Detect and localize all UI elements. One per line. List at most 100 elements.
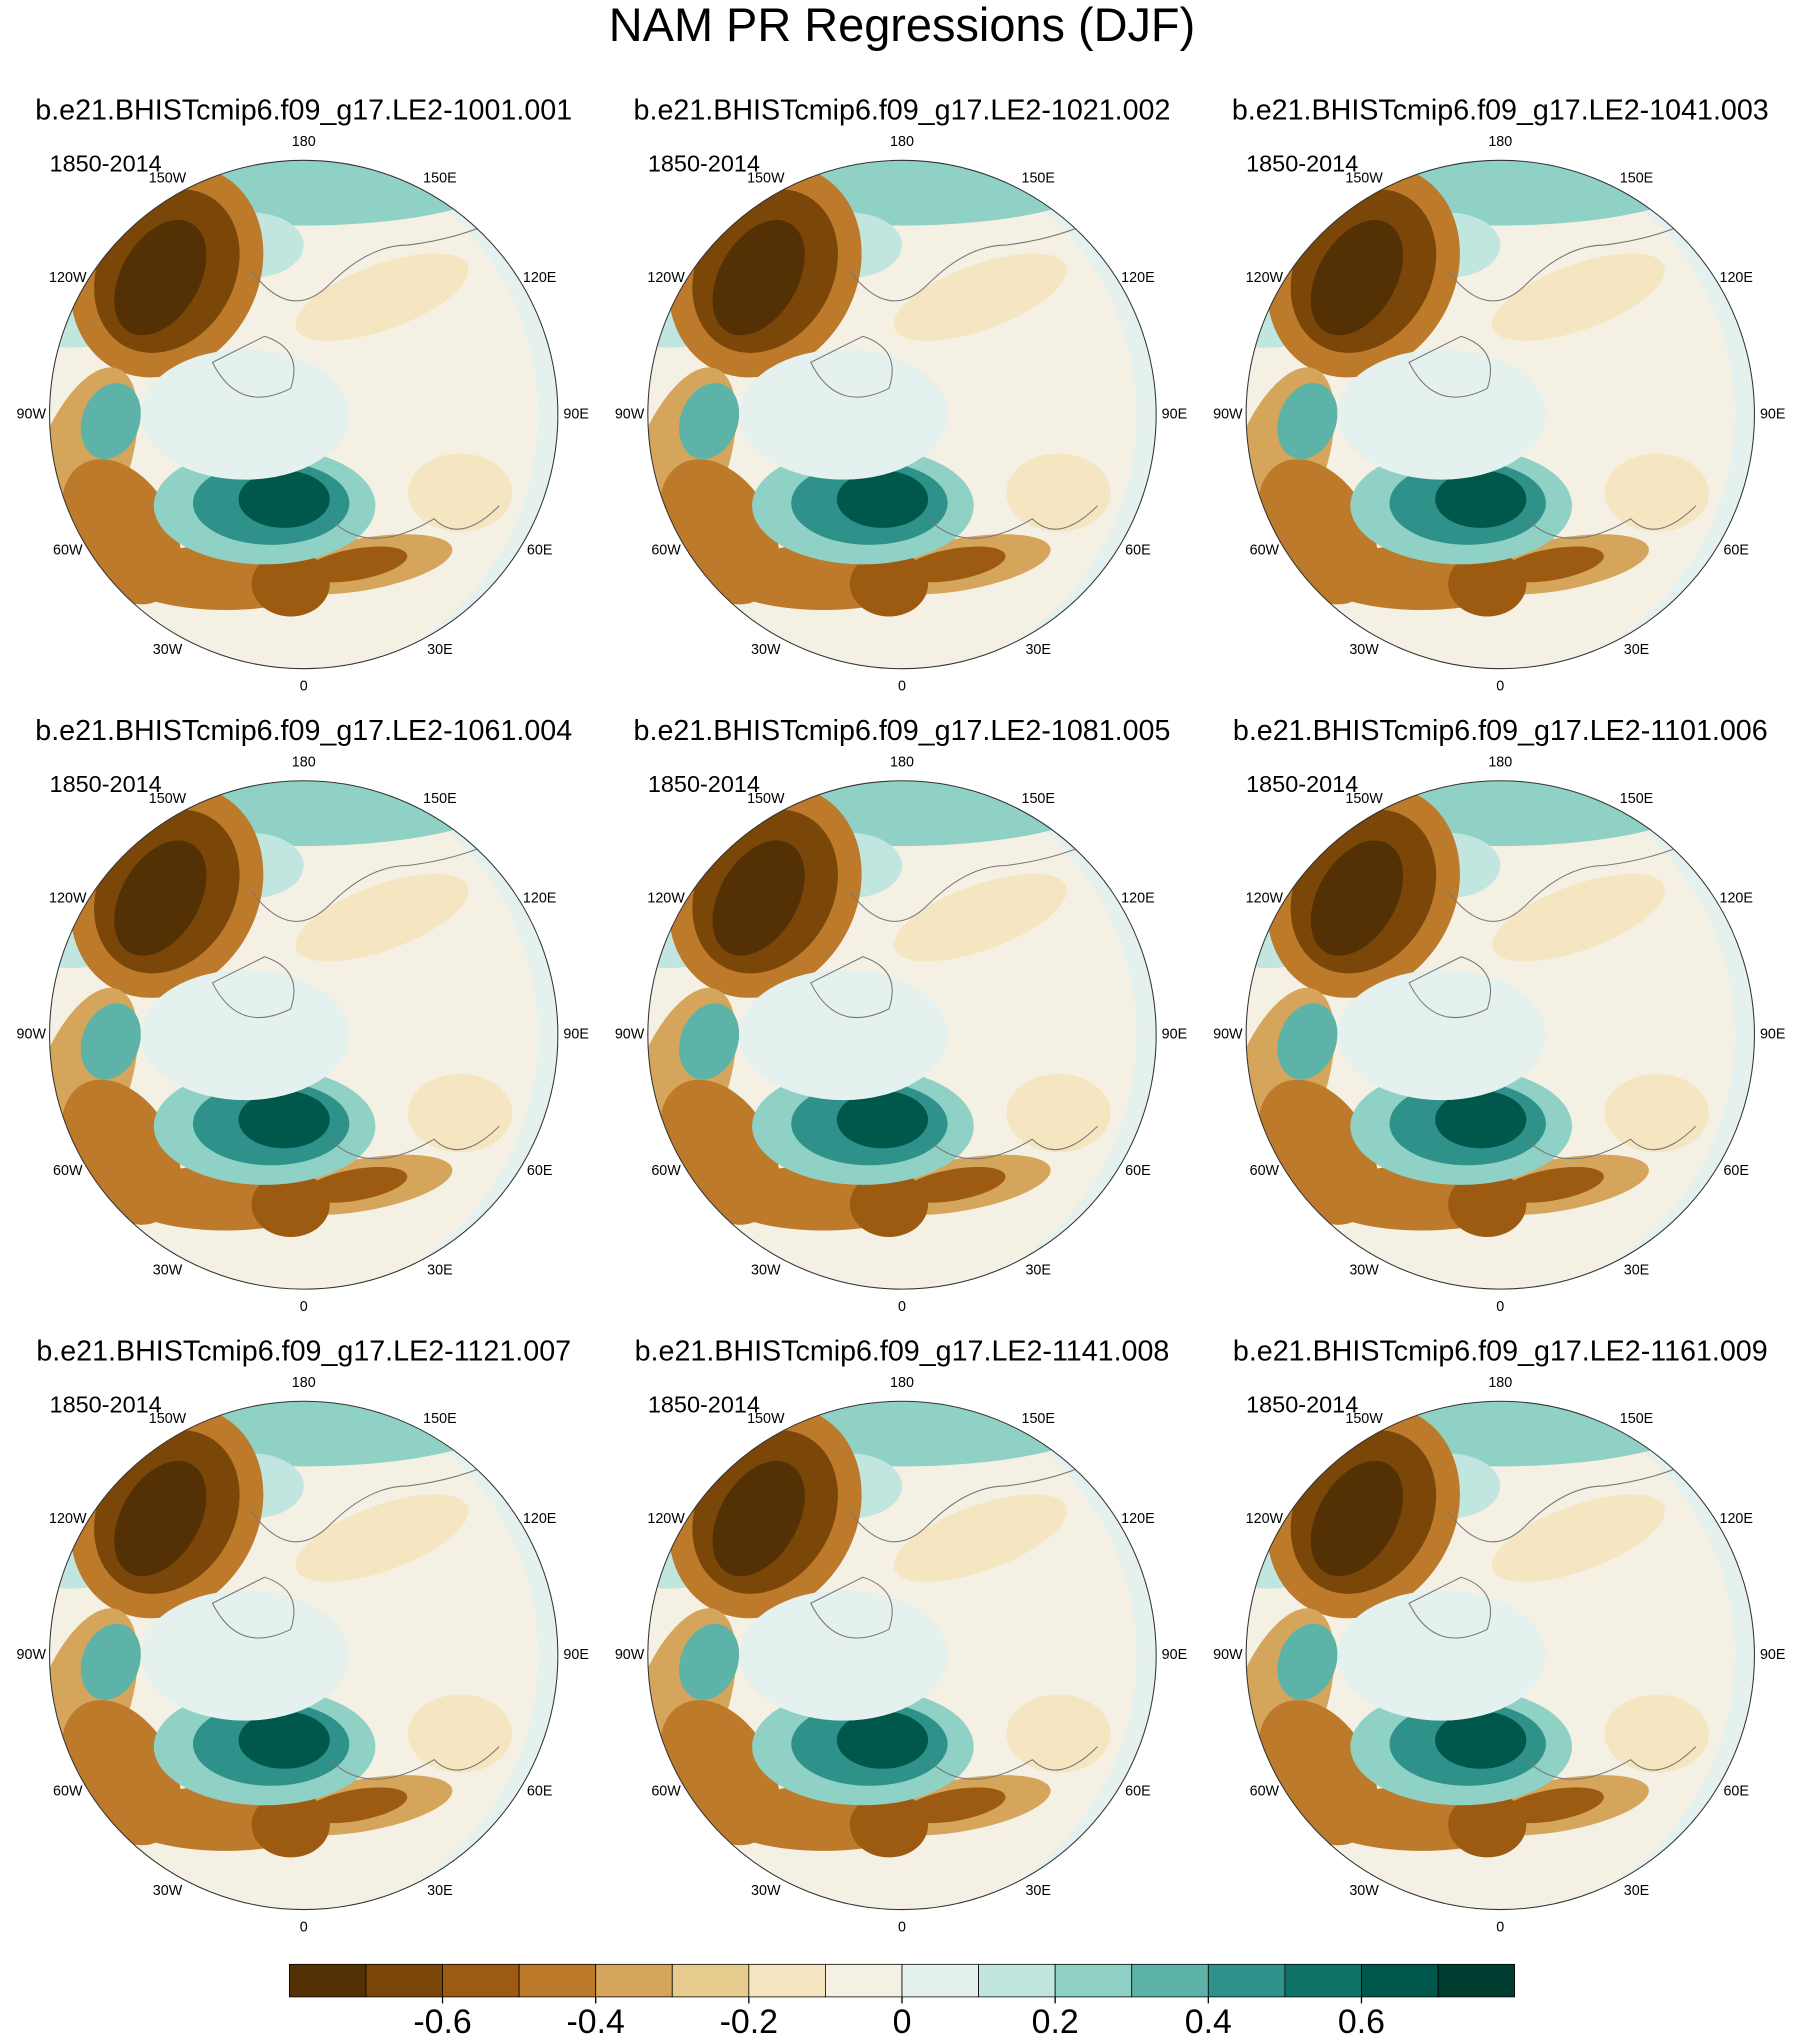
lon-label: 0 <box>300 1299 308 1315</box>
lon-label: 30E <box>1025 642 1050 658</box>
shading-region <box>238 1090 330 1149</box>
lon-label: 60W <box>651 1783 681 1799</box>
shading-region <box>304 1166 408 1203</box>
panel-subtitle: 1850-2014 <box>1246 151 1358 177</box>
panel-subtitle: 1850-2014 <box>50 151 162 177</box>
colorbar-swatch <box>365 1963 443 1998</box>
colorbar-swatch <box>978 1963 1056 1998</box>
coastline <box>810 1459 1098 1780</box>
map <box>49 780 558 1290</box>
lon-label: 120E <box>523 891 556 907</box>
shading-region <box>140 349 350 480</box>
shading-region <box>1006 453 1111 532</box>
lon-label: 60W <box>53 1783 83 1799</box>
lon-label: 120W <box>49 891 87 907</box>
lon-label: 150E <box>1021 1411 1054 1427</box>
shading-region <box>1310 220 1404 336</box>
lon-label: 180 <box>890 1375 914 1391</box>
panel-title: b.e21.BHISTcmip6.f09_g17.LE2-1041.003 <box>1232 95 1769 127</box>
shading-region <box>1501 1166 1604 1203</box>
lon-label: 60W <box>651 542 681 558</box>
lon-label: 90E <box>1162 1027 1188 1043</box>
shading-region <box>1435 1090 1527 1149</box>
lon-label: 180 <box>890 754 914 770</box>
figure-title: NAM PR Regressions (DJF) <box>609 0 1195 51</box>
lon-label: 120E <box>1121 270 1154 286</box>
shading-region <box>893 1494 1067 1582</box>
shading-region <box>1277 382 1338 460</box>
colorbar-tick-label: 0.2 <box>1032 2003 1079 2041</box>
lon-label: 120E <box>523 1511 556 1527</box>
lon-label: 90W <box>17 1027 47 1043</box>
lon-label: 120W <box>49 270 87 286</box>
map <box>647 1401 1157 1910</box>
lon-label: 150E <box>423 170 456 186</box>
shading-region <box>1310 1460 1404 1577</box>
lon-label: 120E <box>1719 891 1752 907</box>
map-border <box>1245 780 1755 1290</box>
shading-region <box>679 382 740 460</box>
map <box>647 780 1157 1290</box>
colorbar-swatch <box>1361 1963 1439 1998</box>
shading-region <box>140 969 350 1101</box>
shading-region <box>114 1460 207 1577</box>
lon-label: 180 <box>292 1375 316 1391</box>
lon-label: 120E <box>1719 1511 1752 1527</box>
shading-region <box>1310 840 1404 956</box>
shading-region <box>679 1003 740 1080</box>
lon-label: 180 <box>1488 134 1512 150</box>
shading-region <box>1492 1494 1665 1582</box>
lon-label: 90E <box>1760 1027 1786 1043</box>
shading-region <box>902 1166 1006 1203</box>
lon-label: 120W <box>647 891 685 907</box>
lon-label: 60W <box>651 1163 681 1179</box>
lon-label: 90E <box>563 1647 589 1663</box>
colorbar-swatch <box>825 1963 903 1998</box>
lon-label: 60W <box>1250 542 1280 558</box>
lon-label: 150W <box>747 791 785 807</box>
lon-label: 30E <box>1624 1263 1650 1279</box>
lon-label: 30W <box>1349 1263 1379 1279</box>
map-border <box>49 159 559 670</box>
shading-region <box>407 1694 513 1773</box>
map <box>49 160 558 669</box>
shading-region <box>1337 1590 1546 1721</box>
lon-label: 30W <box>751 1263 781 1279</box>
shading-region <box>739 969 948 1101</box>
lon-label: 120E <box>1121 891 1154 907</box>
lon-label: 0 <box>1496 679 1504 695</box>
shading-region <box>712 220 805 336</box>
colorbar-swatch <box>442 1963 520 1998</box>
panel-title: b.e21.BHISTcmip6.f09_g17.LE2-1141.008 <box>635 1336 1170 1368</box>
shading-region <box>1604 453 1709 532</box>
lon-label: 60E <box>1125 1163 1151 1179</box>
shading-region <box>739 349 948 480</box>
lon-label: 0 <box>898 679 906 695</box>
colorbar-swatch <box>1437 1963 1516 1998</box>
colorbar-swatch <box>901 1963 979 1998</box>
lon-label: 90E <box>563 1027 589 1043</box>
lon-label: 90E <box>1760 406 1786 422</box>
lon-label: 150E <box>1620 170 1653 186</box>
lon-label: 90W <box>615 1647 645 1663</box>
lon-label: 30E <box>427 642 453 658</box>
shading-region <box>407 1074 513 1153</box>
panel-subtitle: 1850-2014 <box>648 1392 760 1418</box>
shading-region <box>304 546 408 583</box>
lon-label: 120W <box>1246 270 1284 286</box>
colorbar-swatch <box>671 1963 750 1998</box>
panel-title: b.e21.BHISTcmip6.f09_g17.LE2-1121.007 <box>36 1336 571 1368</box>
panel-title: b.e21.BHISTcmip6.f09_g17.LE2-1081.005 <box>634 715 1171 747</box>
shading-region <box>80 1623 141 1700</box>
map-border <box>647 780 1157 1290</box>
lon-label: 30E <box>1624 642 1650 658</box>
panel-subtitle: 1850-2014 <box>1246 1392 1358 1418</box>
lon-label: 30W <box>153 1263 183 1279</box>
lon-label: 30W <box>1349 642 1379 658</box>
map <box>647 160 1157 669</box>
lon-label: 30W <box>751 1883 781 1899</box>
panel-subtitle: 1850-2014 <box>50 771 162 797</box>
shading-region <box>295 873 469 962</box>
shading-region <box>893 253 1067 341</box>
